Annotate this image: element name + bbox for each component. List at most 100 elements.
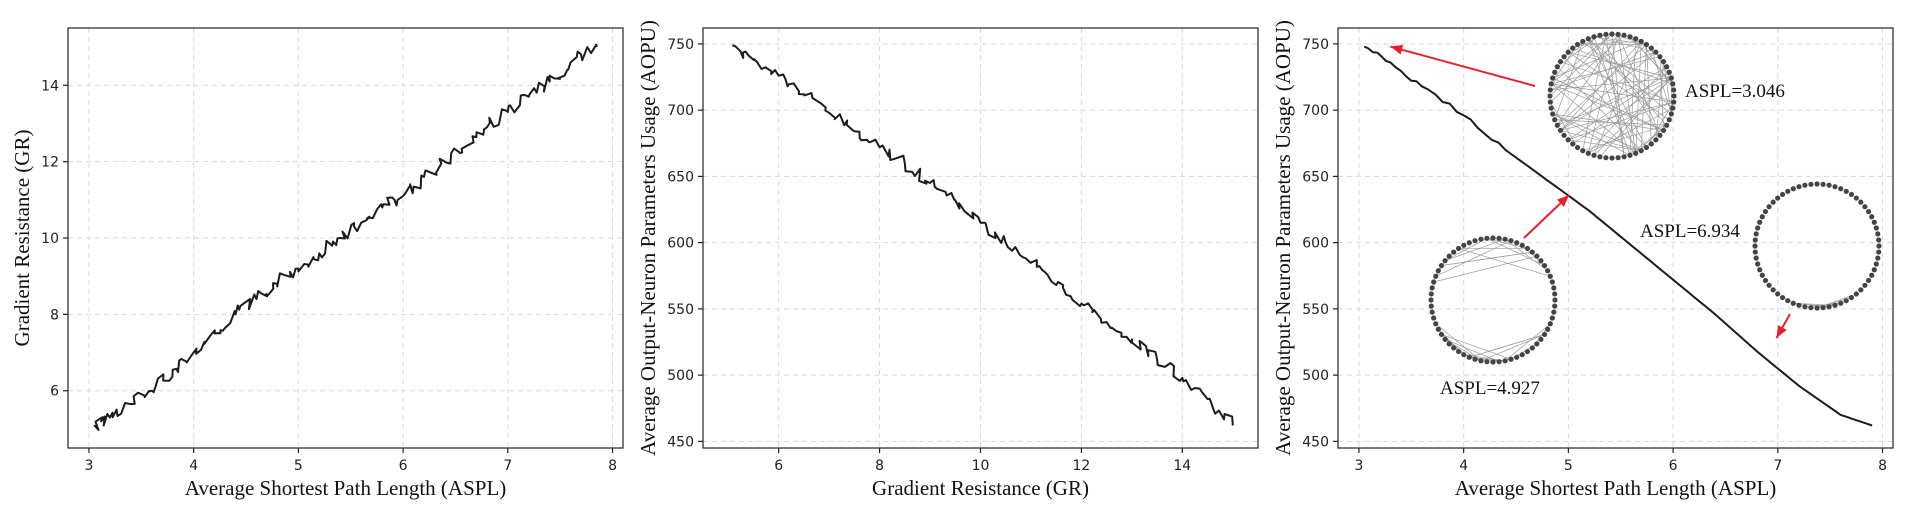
chart-panel-gr-vs-aopu: 6 8 10 12 14 450 500 550 600 650 700 750 Gradient R…	[636, 20, 1259, 500]
x-tick-label: 8	[875, 458, 884, 474]
graph-node	[1591, 152, 1597, 158]
graph-node	[1757, 267, 1763, 273]
graph-node	[1502, 358, 1508, 364]
graph-node	[1552, 297, 1558, 303]
graph-node	[1633, 36, 1639, 42]
graph-node	[1875, 231, 1881, 237]
graph-node	[1653, 137, 1659, 143]
graph-node	[1548, 81, 1554, 87]
graph-node	[1428, 291, 1434, 297]
y-tick-label: 500	[1302, 368, 1329, 384]
graph-node	[1752, 237, 1758, 243]
graph-node	[1547, 273, 1553, 279]
graph-node	[1820, 305, 1826, 311]
graph-edge	[1593, 36, 1647, 45]
y-tick-label: 650	[1302, 169, 1329, 185]
graph-node	[1534, 253, 1540, 259]
graph-edge	[1550, 44, 1578, 85]
graph-node	[1785, 188, 1791, 194]
graph-node	[1796, 184, 1802, 190]
graph-node	[1802, 304, 1808, 310]
graph-node	[1643, 41, 1650, 48]
arrow-aspl-4927-head	[1557, 194, 1570, 207]
graph-edge	[1552, 113, 1631, 156]
graph-node	[1548, 105, 1554, 111]
graph-node	[1779, 191, 1786, 198]
graph-node	[1591, 34, 1597, 40]
graph-node	[1565, 49, 1571, 55]
x-tick-label: 5	[1564, 458, 1573, 474]
graph-node	[1873, 261, 1879, 267]
graph-node	[1514, 240, 1520, 246]
graph-node	[1547, 321, 1553, 327]
series-line	[93, 43, 598, 431]
graph-node	[1428, 297, 1434, 303]
graph-node	[1621, 154, 1627, 160]
graph-node	[1790, 300, 1796, 306]
gridlines	[1338, 28, 1893, 448]
x-tick-label: 4	[1459, 458, 1468, 474]
graph-edge	[1635, 41, 1642, 154]
graph-node	[1529, 345, 1535, 351]
graph-node	[1826, 182, 1832, 188]
graph-node	[1643, 144, 1650, 151]
graph-node	[1550, 111, 1556, 117]
graph-node	[1570, 45, 1576, 51]
graph-node	[1808, 305, 1814, 311]
graph-node	[1770, 199, 1776, 205]
y-tick-label: 8	[50, 307, 59, 323]
graph-edge	[1458, 248, 1551, 277]
graph-edge	[1550, 34, 1625, 103]
graph-node	[1753, 231, 1759, 237]
graph-node	[1502, 236, 1508, 242]
graph-node	[1466, 354, 1472, 360]
annotation-arrows	[1390, 44, 1791, 339]
arrow-aspl-3046	[1390, 45, 1536, 87]
graph-node	[1660, 127, 1667, 134]
graph-edge	[1582, 41, 1672, 115]
graph-node	[1869, 214, 1875, 220]
graph-node	[1832, 302, 1838, 308]
x-tick-label: 7	[1773, 458, 1782, 474]
graph-edge	[1551, 83, 1674, 103]
graph-edge	[1504, 238, 1548, 272]
graph-node	[1848, 191, 1855, 198]
network-graph-inset-medium	[1428, 235, 1558, 365]
gridlines	[703, 28, 1258, 448]
graph-node	[1431, 315, 1437, 321]
graph-edge	[1567, 51, 1670, 121]
plot-frame	[1337, 27, 1894, 449]
graph-edge	[1588, 38, 1674, 109]
graph-node	[1574, 144, 1581, 151]
graph-node	[1671, 87, 1677, 93]
graph-node	[1770, 287, 1776, 293]
graph-node	[1762, 208, 1769, 215]
y-axis-label: Gradient Resistance (GR)	[10, 130, 34, 347]
graph-node	[1876, 249, 1882, 255]
graph-node	[1580, 38, 1586, 44]
graph-node	[1766, 204, 1772, 210]
graph-edge	[1617, 34, 1661, 136]
graph-node	[1657, 54, 1663, 60]
graph-node	[1670, 81, 1676, 87]
graph-edge	[1568, 51, 1672, 79]
y-tick-label: 6	[50, 384, 59, 400]
graph-edge	[1588, 107, 1673, 154]
graph-node	[1549, 315, 1555, 321]
graph-node	[1871, 267, 1877, 273]
graph-node	[1766, 282, 1772, 288]
graph-node	[1755, 261, 1761, 267]
graph-node	[1466, 240, 1472, 246]
graph-node	[1779, 294, 1786, 301]
graph-edge	[1441, 334, 1512, 360]
x-tick-label: 5	[294, 458, 303, 474]
graph-edge	[1549, 101, 1578, 148]
graph-node	[1519, 242, 1525, 248]
graph-node	[1832, 184, 1838, 190]
series-lines	[93, 43, 598, 431]
graph-edge	[1444, 339, 1500, 363]
graph-node	[1876, 237, 1882, 243]
graph-node	[1496, 359, 1502, 365]
x-tick-label: 12	[1072, 458, 1090, 474]
